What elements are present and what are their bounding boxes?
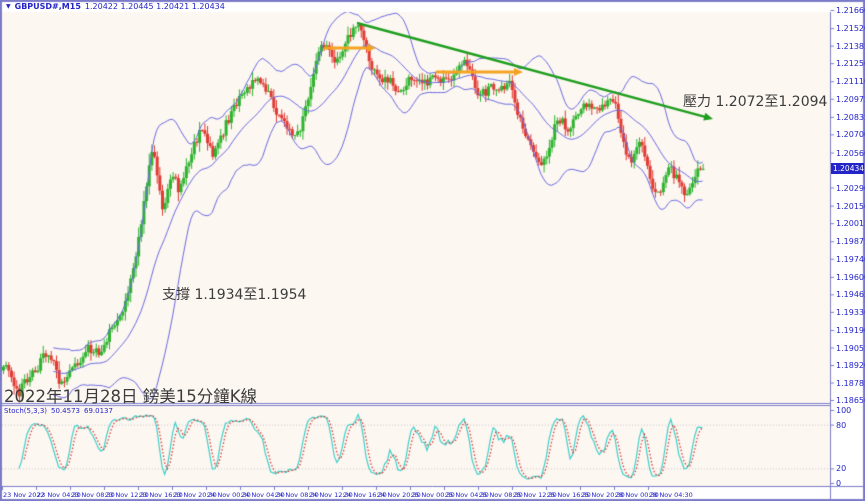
time-axis-label: 25 Nov 12:30: [513, 491, 557, 499]
price-axis-label: 1.19190: [836, 326, 865, 336]
time-axis-label: 24 Nov 16:30: [343, 491, 387, 499]
price-axis-label: 1.19055: [836, 343, 865, 353]
price-axis-label: 1.21110: [836, 77, 865, 87]
price-axis-label: 1.19875: [836, 237, 865, 247]
time-axis-label: 23 Nov 20:30: [173, 491, 217, 499]
time-axis-label: 23 Nov 12:30: [105, 491, 149, 499]
price-axis-label: 1.20560: [836, 148, 865, 158]
stoch-axis-label: 20: [836, 464, 847, 474]
current-price-badge: 1.20434: [831, 163, 865, 175]
price-axis-label: 1.20700: [836, 130, 865, 140]
time-axis-label: 23 Nov 16:30: [139, 491, 183, 499]
ohlc-quotes-label: 1.20422 1.20445 1.20421 1.20434: [84, 2, 225, 11]
time-axis-label: 25 Nov 20:30: [581, 491, 625, 499]
stoch-axis-label: 100: [836, 406, 852, 415]
stoch-indicator-label: Stoch(5,3,3) 50.4573 69.0137: [4, 407, 117, 415]
price-axis-label: 1.21520: [836, 24, 865, 34]
price-axis-label: 1.21250: [836, 59, 865, 69]
time-axis-label: 24 Nov 04:30: [241, 491, 285, 499]
price-axis-label: 1.20150: [836, 201, 865, 211]
time-axis-label: 23 Nov 04:30: [37, 491, 81, 499]
time-axis-label: 24 Nov 00:30: [207, 491, 251, 499]
time-axis-label: 28 Nov 00:30: [615, 491, 659, 499]
price-axis-label: 1.21385: [836, 41, 865, 51]
price-axis-label: 1.21660: [836, 6, 865, 15]
stoch-axis-label: 80: [836, 420, 847, 430]
chart-caption: 2022年11月28日 鎊美15分鐘K線: [4, 387, 258, 406]
price-axis-label: 1.20975: [836, 94, 865, 104]
price-axis-label: 1.19465: [836, 290, 865, 300]
price-axis-label: 1.18920: [836, 361, 865, 371]
time-axis-label: 25 Nov 00:30: [411, 491, 455, 499]
time-axis-label: 25 Nov 04:30: [445, 491, 489, 499]
price-axis-label: 1.19600: [836, 272, 865, 282]
price-axis-label: 1.20015: [836, 219, 865, 229]
stoch-k-value: 50.4573: [51, 407, 80, 415]
title-bar: ▼ GBPUSD#,M15 1.20422 1.20445 1.20421 1.…: [6, 1, 225, 12]
price-axis-label: 1.20290: [836, 183, 865, 193]
price-axis-label: 1.19330: [836, 307, 865, 317]
price-axis-label: 1.18785: [836, 378, 865, 388]
time-axis-label: 23 Nov 08:30: [71, 491, 115, 499]
time-axis-label: 24 Nov 12:30: [309, 491, 353, 499]
time-axis-label: 25 Nov 16:30: [547, 491, 591, 499]
price-axis-label: 1.19740: [836, 254, 865, 264]
time-axis-label: 28 Nov 04:30: [649, 491, 693, 499]
price-axis-label: 1.20835: [836, 112, 865, 122]
stoch-axis-label: 0: [836, 479, 842, 488]
support-annotation[interactable]: 支撐 1.1934至1.1954: [162, 287, 307, 303]
symbol-timeframe-label: GBPUSD#,M15: [14, 2, 81, 11]
time-axis-label: 24 Nov 20:30: [377, 491, 421, 499]
time-axis-label: 24 Nov 08:30: [275, 491, 319, 499]
stoch-d-value: 69.0137: [83, 407, 113, 415]
symbol-dropdown-icon[interactable]: ▼: [6, 3, 11, 10]
resistance-annotation[interactable]: 壓力 1.2072至1.2094: [683, 94, 828, 110]
stoch-name: Stoch(5,3,3): [4, 407, 48, 415]
time-axis-label: 23 Nov 2022: [3, 491, 45, 499]
price-axis-label: 1.18650: [836, 396, 865, 405]
time-axis-label: 25 Nov 08:30: [479, 491, 523, 499]
